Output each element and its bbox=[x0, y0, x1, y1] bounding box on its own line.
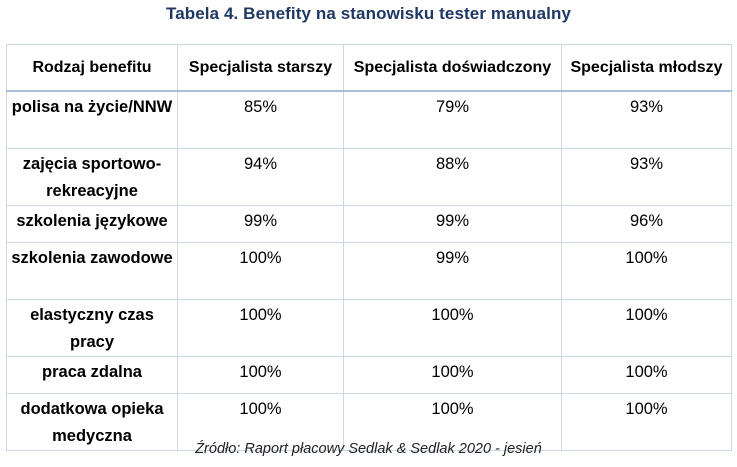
benefit-name: polisa na życie/NNW bbox=[6, 91, 178, 149]
senior-value: 100% bbox=[177, 393, 344, 451]
senior-value: 100% bbox=[177, 299, 344, 357]
junior-value: 100% bbox=[561, 299, 732, 357]
experienced-value: 99% bbox=[343, 242, 562, 300]
experienced-value: 100% bbox=[343, 356, 562, 394]
header-senior-specialist: Specjalista starszy bbox=[177, 44, 344, 92]
benefit-name: praca zdalna bbox=[6, 356, 178, 394]
table-row: dodatkowa opieka medyczna 100% 100% 100% bbox=[6, 393, 732, 451]
benefits-table: Rodzaj benefitu Specjalista starszy Spec… bbox=[6, 44, 732, 451]
junior-value: 96% bbox=[561, 205, 732, 243]
experienced-value: 79% bbox=[343, 91, 562, 149]
table-row: szkolenia językowe 99% 99% 96% bbox=[6, 205, 732, 243]
benefit-name: szkolenia językowe bbox=[6, 205, 178, 243]
benefit-name: szkolenia zawodowe bbox=[6, 242, 178, 300]
table-row: praca zdalna 100% 100% 100% bbox=[6, 356, 732, 394]
source-note: Źródło: Raport płacowy Sedlak & Sedlak 2… bbox=[195, 441, 542, 457]
senior-value: 85% bbox=[177, 91, 344, 149]
benefit-name: dodatkowa opieka medyczna bbox=[6, 393, 178, 451]
table-row: elastyczny czas pracy 100% 100% 100% bbox=[6, 299, 732, 357]
experienced-value: 99% bbox=[343, 205, 562, 243]
senior-value: 100% bbox=[177, 242, 344, 300]
header-junior-specialist: Specjalista młodszy bbox=[561, 44, 732, 92]
benefit-name: elastyczny czas pracy bbox=[6, 299, 178, 357]
header-experienced-specialist: Specjalista doświadczony bbox=[343, 44, 562, 92]
senior-value: 99% bbox=[177, 205, 344, 243]
junior-value: 100% bbox=[561, 393, 732, 451]
junior-value: 100% bbox=[561, 356, 732, 394]
junior-value: 93% bbox=[561, 148, 732, 206]
junior-value: 93% bbox=[561, 91, 732, 149]
experienced-value: 88% bbox=[343, 148, 562, 206]
junior-value: 100% bbox=[561, 242, 732, 300]
header-benefit-type: Rodzaj benefitu bbox=[6, 44, 178, 92]
header-row: Rodzaj benefitu Specjalista starszy Spec… bbox=[6, 44, 732, 92]
benefit-name: zajęcia sportowo-rekreacyjne bbox=[6, 148, 178, 206]
table-title: Tabela 4. Benefity na stanowisku tester … bbox=[165, 4, 572, 23]
senior-value: 100% bbox=[177, 356, 344, 394]
senior-value: 94% bbox=[177, 148, 344, 206]
table-row: zajęcia sportowo-rekreacyjne 94% 88% 93% bbox=[6, 148, 732, 206]
table-row: polisa na życie/NNW 85% 79% 93% bbox=[6, 91, 732, 149]
table-row: szkolenia zawodowe 100% 99% 100% bbox=[6, 242, 732, 300]
experienced-value: 100% bbox=[343, 393, 562, 451]
experienced-value: 100% bbox=[343, 299, 562, 357]
